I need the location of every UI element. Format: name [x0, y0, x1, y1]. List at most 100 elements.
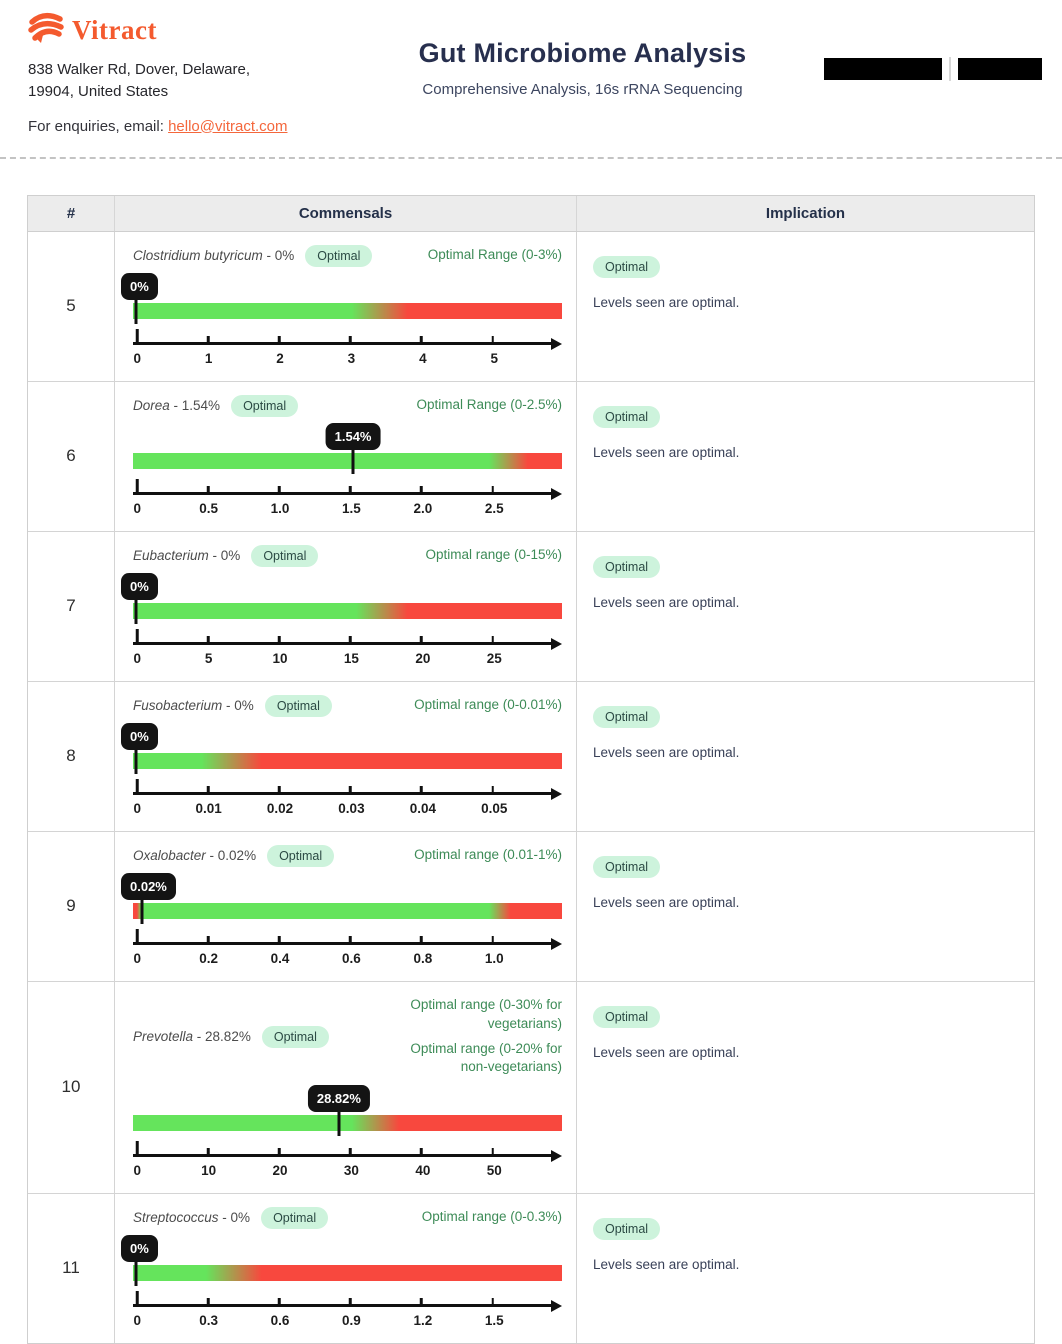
range-chart: 1.54% 0 0.5 1.0 1.5 2.0 2.5 [133, 417, 562, 519]
axis-tick-label: 3 [347, 350, 356, 366]
optimal-range-label: Optimal Range (0-3%) [428, 246, 562, 265]
axis-tick-label: 0.05 [481, 800, 508, 816]
optimal-range-line: Optimal range (0-30% for vegetarians) [410, 996, 562, 1031]
commensal-cell: Eubacterium - 0% Optimal Optimal range (… [114, 531, 576, 681]
table-row: 5 Clostridium butyricum - 0% Optimal Opt… [28, 231, 1034, 381]
axis-tick-label: 0.9 [342, 1312, 361, 1328]
axis-tick-label: 0.2 [199, 950, 219, 966]
axis-tick-label: 0 [133, 650, 142, 666]
axis [133, 778, 562, 800]
implication-cell: Optimal Levels seen are optimal. [576, 231, 1034, 381]
status-badge: Optimal [305, 244, 373, 267]
row-number: 9 [66, 896, 76, 915]
axis-tick-label: 0.04 [409, 800, 436, 816]
value-marker [140, 897, 144, 924]
gradient-bar [133, 752, 562, 769]
optimal-range-line: Optimal range (0-0.01%) [414, 697, 562, 713]
gradient-bar [133, 1264, 562, 1281]
value-marker [134, 747, 138, 774]
implication-text: Levels seen are optimal. [593, 1044, 740, 1060]
implication-text: Levels seen are optimal. [593, 594, 740, 610]
axis-tick [349, 935, 352, 945]
commensal-cell: Prevotella - 28.82% Optimal Optimal rang… [114, 981, 576, 1193]
axis-tick [136, 1290, 139, 1307]
axis-tick-label: 0.4 [270, 950, 290, 966]
value-tooltip: 0% [121, 272, 158, 300]
implication-text: Levels seen are optimal. [593, 294, 740, 310]
axis-tick-label: 10 [201, 1162, 217, 1178]
range-chart: 0% 0 0.3 0.6 0.9 1.2 1.5 [121, 1229, 562, 1331]
vitract-logo-icon [28, 12, 64, 49]
implication-status-badge: Optimal [593, 405, 661, 428]
implication-status-badge: Optimal [593, 705, 661, 728]
axis-tick [278, 485, 281, 495]
optimal-range-label: Optimal range (0-30% for vegetarians) Opt… [394, 996, 562, 1078]
row-number: 10 [61, 1077, 81, 1096]
brand-name: Vitract [72, 15, 157, 45]
axis-tick-label: 0.03 [338, 800, 365, 816]
axis-tick-label: 5 [490, 350, 498, 366]
implication-status-badge: Optimal [593, 1005, 661, 1028]
axis-tick [278, 1297, 281, 1307]
column-header-number: # [66, 204, 76, 222]
axis-labels: 0 0.5 1.0 1.5 2.0 2.5 [133, 501, 562, 519]
axis-labels: 0 0.3 0.6 0.9 1.2 1.5 [133, 1313, 562, 1331]
report-header: Vitract 838 Walker Rd, Dover, Delaware, … [0, 0, 1062, 135]
gradient-bar [133, 302, 562, 319]
implication-text: Levels seen are optimal. [593, 444, 740, 460]
axis [133, 1140, 562, 1162]
bacteria-name-value: Eubacterium - 0% [133, 548, 241, 563]
axis-tick-label: 0.01 [195, 800, 222, 816]
axis-tick-label: 50 [486, 1162, 502, 1178]
axis-tick-label: 0 [133, 800, 142, 816]
brand-block: Vitract 838 Walker Rd, Dover, Delaware, … [28, 12, 373, 135]
axis-tick-label: 20 [415, 650, 431, 666]
axis-tick-label: 2 [276, 350, 284, 366]
dashed-separator [0, 156, 1062, 159]
axis-tick [420, 1147, 423, 1157]
axis-tick [136, 1140, 139, 1157]
axis-tick-label: 0 [133, 500, 142, 516]
axis-tick-label: 0.5 [199, 500, 219, 516]
bacteria-name-value: Streptococcus - 0% [133, 1210, 251, 1225]
value-tooltip: 0% [121, 1234, 158, 1262]
email-link[interactable]: hello@vitract.com [168, 117, 288, 135]
axis-tick-label: 1 [204, 350, 213, 366]
axis-tick [420, 335, 423, 345]
axis-tick [136, 628, 139, 645]
axis-tick [207, 335, 210, 345]
axis-tick [207, 785, 210, 795]
axis-tick [420, 635, 423, 645]
axis-tick [278, 935, 281, 945]
axis-tick-label: 25 [486, 650, 502, 666]
bacteria-name-value: Clostridium butyricum - 0% [133, 248, 295, 263]
axis-tick [420, 485, 423, 495]
optimal-range-line: Optimal range (0-15%) [425, 547, 562, 563]
axis-tick [207, 1147, 210, 1157]
redaction-divider [949, 57, 951, 81]
bacteria-name-value: Fusobacterium - 0% [133, 698, 254, 713]
implication-status-badge: Optimal [593, 1217, 661, 1240]
column-header-commensals: Commensals [114, 195, 576, 231]
optimal-range-label: Optimal range (0-0.3%) [422, 1208, 562, 1227]
axis-tick-label: 2.0 [413, 500, 433, 516]
axis [133, 328, 562, 350]
axis-tick [420, 785, 423, 795]
axis-tick [278, 335, 281, 345]
company-address: 838 Walker Rd, Dover, Delaware, 19904, U… [28, 61, 251, 100]
row-number: 7 [66, 596, 76, 615]
gradient-bar [133, 602, 562, 619]
table-row: 7 Eubacterium - 0% Optimal Optimal range… [28, 530, 1034, 681]
axis-tick-label: 0.8 [413, 950, 433, 966]
axis-tick [136, 778, 139, 795]
commensal-cell: Oxalobacter - 0.02% Optimal Optimal rang… [114, 831, 576, 981]
table-row: 9 Oxalobacter - 0.02% Optimal Optimal ra… [28, 830, 1034, 981]
value-marker [134, 297, 138, 324]
value-tooltip: 0.02% [121, 872, 176, 900]
optimal-range-line: Optimal Range (0-2.5%) [416, 397, 562, 413]
table-row: 6 Dorea - 1.54% Optimal Optimal Range (0… [28, 380, 1034, 531]
axis-tick-label: 30 [343, 1162, 359, 1178]
axis-tick [349, 335, 352, 345]
implication-text: Levels seen are optimal. [593, 744, 740, 760]
row-number: 8 [66, 746, 76, 765]
